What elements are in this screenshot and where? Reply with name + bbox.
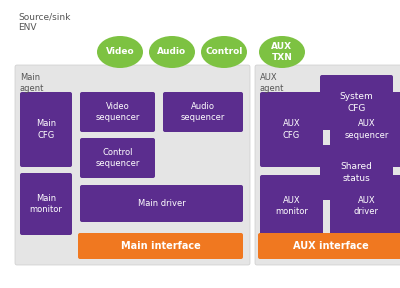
Text: Video
sequencer: Video sequencer — [95, 102, 140, 122]
FancyBboxPatch shape — [15, 65, 250, 265]
FancyBboxPatch shape — [163, 92, 243, 132]
Text: AUX interface: AUX interface — [293, 241, 368, 251]
Ellipse shape — [149, 36, 195, 68]
Text: Main
agent: Main agent — [20, 73, 44, 93]
Text: AUX
monitor: AUX monitor — [275, 196, 308, 216]
FancyBboxPatch shape — [260, 175, 323, 237]
FancyBboxPatch shape — [260, 92, 323, 167]
FancyBboxPatch shape — [80, 185, 243, 222]
Text: AUX
agent: AUX agent — [260, 73, 284, 93]
FancyBboxPatch shape — [80, 92, 155, 132]
Text: Main
monitor: Main monitor — [30, 194, 62, 214]
FancyBboxPatch shape — [255, 65, 400, 265]
Text: Shared
status: Shared status — [340, 162, 372, 183]
FancyBboxPatch shape — [330, 92, 400, 167]
Text: Main interface: Main interface — [121, 241, 200, 251]
Text: Audio: Audio — [158, 48, 186, 56]
Ellipse shape — [259, 36, 305, 68]
Text: Main driver: Main driver — [138, 199, 185, 208]
FancyBboxPatch shape — [80, 138, 155, 178]
Text: System
CFG: System CFG — [340, 92, 373, 113]
Text: AUX
CFG: AUX CFG — [283, 120, 300, 140]
FancyBboxPatch shape — [320, 75, 393, 130]
Text: Control: Control — [205, 48, 243, 56]
Ellipse shape — [97, 36, 143, 68]
FancyBboxPatch shape — [258, 233, 400, 259]
Text: Control
sequencer: Control sequencer — [95, 148, 140, 168]
Text: Source/sink
ENV: Source/sink ENV — [18, 12, 70, 32]
Text: AUX
TXN: AUX TXN — [272, 42, 292, 62]
Text: Audio
sequencer: Audio sequencer — [181, 102, 225, 122]
FancyBboxPatch shape — [320, 145, 393, 200]
FancyBboxPatch shape — [20, 173, 72, 235]
FancyBboxPatch shape — [78, 233, 243, 259]
Ellipse shape — [201, 36, 247, 68]
FancyBboxPatch shape — [330, 175, 400, 237]
Text: Video: Video — [106, 48, 134, 56]
Text: Main
CFG: Main CFG — [36, 120, 56, 140]
Text: AUX
driver: AUX driver — [354, 196, 379, 216]
FancyBboxPatch shape — [20, 92, 72, 167]
Text: AUX
sequencer: AUX sequencer — [344, 120, 389, 140]
